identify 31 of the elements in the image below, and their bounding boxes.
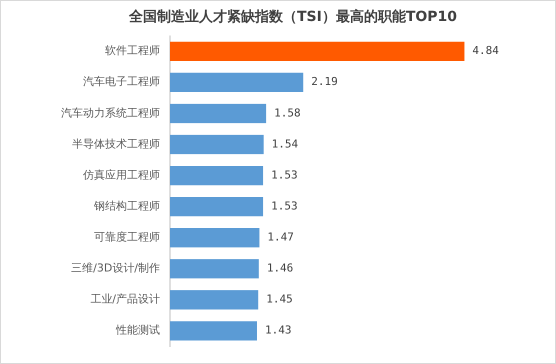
bar	[170, 104, 266, 124]
data-label: 1.43	[264, 324, 292, 337]
bar	[170, 42, 464, 61]
bar	[170, 290, 258, 310]
data-label: 1.58	[274, 106, 301, 120]
bar	[170, 134, 264, 154]
bar	[170, 197, 264, 216]
y-tick-label: 汽车动力系统工程师	[61, 106, 160, 120]
bar	[170, 228, 260, 248]
data-label: 4.84	[472, 44, 500, 58]
chart-title: 全国制造业人才紧缺指数（TSI）最高的职能TOP10	[128, 8, 458, 26]
data-label: 1.46	[266, 262, 294, 275]
bar	[170, 259, 259, 278]
data-label: 1.47	[267, 230, 294, 244]
y-tick-label: 半导体技术工程师	[72, 137, 160, 150]
y-tick-label: 性能测试	[115, 324, 160, 337]
y-tick-label: 仿真应用工程师	[82, 168, 160, 182]
y-tick-label: 三维/3D设计/制作	[71, 262, 160, 275]
bar	[170, 72, 304, 92]
bar	[170, 321, 257, 340]
data-label: 1.53	[271, 168, 298, 182]
y-tick-label: 工业/产品设计	[90, 292, 160, 306]
data-label: 2.19	[311, 75, 338, 88]
data-label: 1.53	[271, 199, 298, 212]
y-tick-label: 汽车电子工程师	[83, 75, 160, 88]
y-tick-label: 可靠度工程师	[94, 230, 160, 244]
y-tick-label: 软件工程师	[105, 44, 160, 58]
y-tick-label: 钢结构工程师	[93, 199, 160, 212]
data-label: 1.45	[266, 292, 293, 306]
bar	[170, 166, 264, 186]
data-label: 1.54	[272, 137, 299, 150]
